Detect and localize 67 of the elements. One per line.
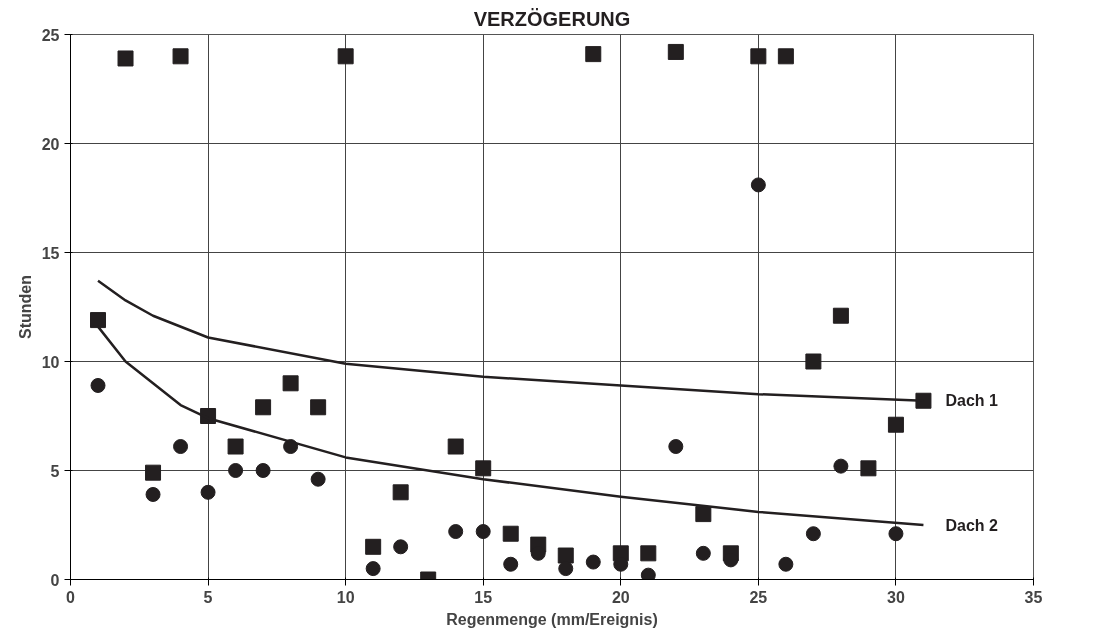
- series-label: Dach 1: [945, 392, 999, 410]
- point: [805, 526, 821, 542]
- point: [750, 177, 766, 193]
- point: [750, 48, 767, 65]
- x-tick-label: 5: [203, 588, 213, 606]
- point: [365, 538, 382, 555]
- point: [228, 463, 244, 478]
- point: [558, 561, 574, 577]
- y-tick-label: 5: [50, 462, 60, 480]
- point: [805, 353, 822, 370]
- point: [448, 524, 464, 540]
- point: [392, 484, 409, 501]
- x-axis-title: Regenmenge (mm/Ereignis): [446, 610, 658, 628]
- point: [90, 377, 106, 393]
- x-tick-label: 15: [474, 588, 493, 606]
- point: [503, 556, 519, 572]
- y-tick-label: 0: [50, 571, 60, 589]
- point: [833, 458, 849, 474]
- point: [585, 46, 602, 63]
- point: [888, 526, 904, 542]
- point: [832, 307, 849, 324]
- point: [365, 561, 381, 577]
- y-tick-label: 25: [41, 26, 60, 44]
- point: [668, 439, 684, 455]
- point: [337, 48, 354, 65]
- point: [915, 392, 932, 409]
- point: [667, 43, 684, 60]
- point: [117, 50, 134, 67]
- point: [695, 506, 712, 523]
- point: [640, 545, 657, 562]
- point: [310, 471, 326, 487]
- y-tick-label: 15: [41, 244, 60, 262]
- point: [585, 554, 601, 570]
- point: [145, 486, 161, 502]
- point: [777, 48, 794, 65]
- point: [90, 312, 107, 329]
- point: [860, 460, 877, 477]
- point: [145, 464, 162, 481]
- point: [695, 545, 711, 561]
- series-label: Dach 2: [945, 516, 999, 534]
- point: [227, 438, 244, 455]
- point: [310, 399, 327, 416]
- x-tick-label: 10: [336, 588, 355, 606]
- x-tick-label: 20: [611, 588, 630, 606]
- point: [557, 547, 574, 564]
- y-tick-label: 10: [41, 353, 60, 371]
- point: [447, 438, 464, 455]
- point: [200, 484, 216, 500]
- point: [475, 524, 491, 540]
- point: [640, 567, 656, 580]
- x-tick-label: 25: [749, 588, 768, 606]
- point: [282, 375, 299, 392]
- x-tick-label: 0: [66, 588, 76, 606]
- point: [887, 416, 904, 433]
- point: [255, 463, 271, 478]
- point: [475, 460, 492, 477]
- point: [173, 439, 189, 455]
- y-tick-label: 20: [41, 135, 60, 153]
- x-tick-label: 30: [887, 588, 905, 606]
- point: [172, 48, 189, 65]
- y-axis-title: Stunden: [16, 275, 34, 339]
- point: [778, 556, 794, 572]
- point: [255, 399, 272, 416]
- point: [502, 525, 519, 542]
- point: [393, 539, 409, 555]
- chart-title: VERZÖGERUNG: [473, 7, 631, 30]
- x-tick-label: 35: [1024, 588, 1043, 606]
